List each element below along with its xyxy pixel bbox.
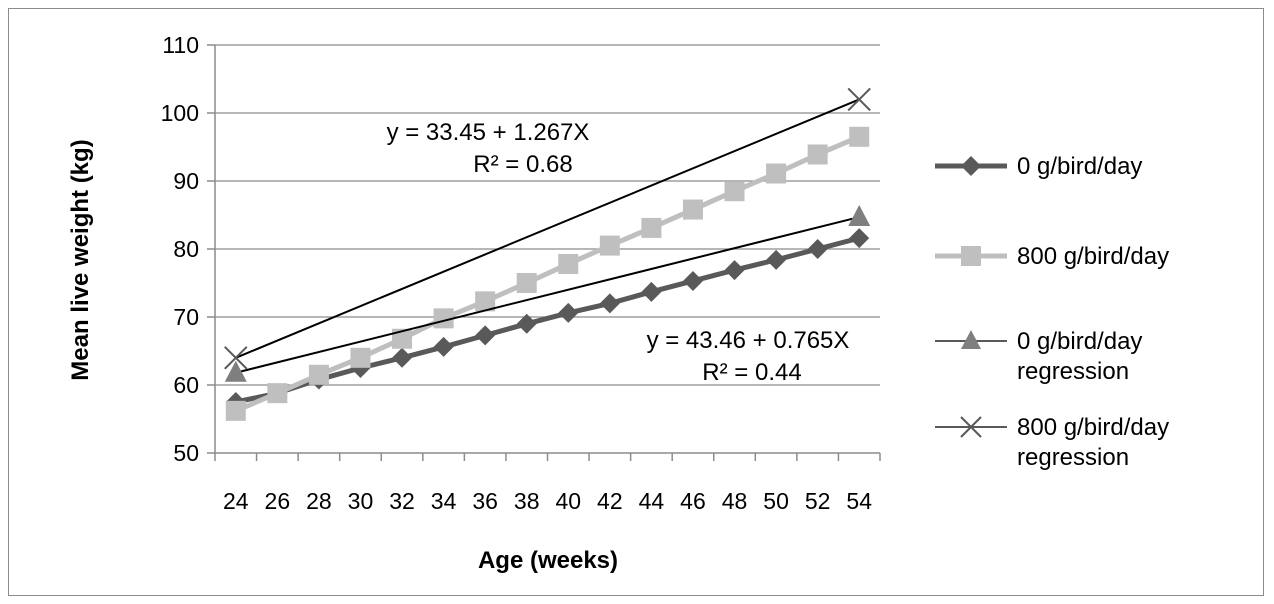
series-1 [225, 126, 870, 421]
x-tick-labels: 24 26 28 30 32 34 36 38 40 42 44 46 48 50 52 54 [223, 488, 872, 514]
data-point [849, 126, 870, 147]
series-3 [224, 87, 871, 370]
data-point [807, 144, 828, 165]
data-point [475, 325, 496, 346]
y-tick-label: 110 [162, 32, 199, 58]
y-tick-label: 50 [173, 440, 199, 466]
data-point [516, 313, 537, 334]
x-tick-label: 28 [306, 488, 332, 514]
data-point [849, 228, 870, 249]
x-tick-label: 30 [348, 488, 374, 514]
data-point [392, 347, 413, 368]
regression-line [235, 216, 860, 374]
y-axis-title: Mean live weight (kg) [67, 139, 94, 380]
regression-endpoint [847, 87, 871, 112]
regression-endpoint [848, 205, 871, 227]
legend-label: regression [1017, 444, 1129, 471]
legend-entry-3: 800 g/bird/day regression [935, 414, 1169, 471]
axes [207, 44, 881, 461]
legend-label: 0 g/bird/day [1017, 153, 1142, 180]
data-point [682, 199, 703, 220]
data-point [641, 217, 662, 238]
x-tick-label: 52 [805, 488, 831, 514]
legend-entry-0: 0 g/bird/day [935, 153, 1142, 180]
x-tick-label: 50 [763, 488, 789, 514]
data-point [392, 328, 413, 349]
legend: 0 g/bird/day 800 g/bird/day 0 g/bird/day re… [935, 153, 1169, 471]
regression-line [235, 98, 860, 359]
data-point [267, 383, 288, 404]
y-tick-labels: 50 60 70 80 90 100 110 [161, 32, 199, 466]
x-tick-label: 42 [597, 488, 623, 514]
data-point [433, 308, 454, 329]
x-tick-label: 46 [680, 488, 706, 514]
data-point [682, 270, 703, 291]
legend-marker [961, 156, 981, 176]
data-point [225, 400, 246, 421]
data-point [641, 281, 662, 302]
legend-marker [960, 416, 982, 438]
annotation-800-regression: y = 33.45 + 1.267X R² = 0.68 [387, 119, 590, 178]
data-point [516, 273, 537, 293]
x-tick-label: 48 [722, 488, 748, 514]
y-tick-label: 90 [173, 168, 199, 194]
data-point [599, 235, 620, 256]
data-point [724, 260, 745, 281]
legend-marker [961, 330, 981, 349]
data-point [724, 181, 745, 202]
chart-frame [8, 8, 1264, 596]
data-point [599, 293, 620, 314]
y-tick-label: 70 [173, 304, 199, 330]
data-point [475, 291, 496, 312]
regression-endpoint [224, 360, 247, 382]
y-tick-label: 100 [161, 100, 199, 126]
legend-entry-1: 800 g/bird/day [935, 243, 1169, 270]
legend-label: regression [1017, 358, 1129, 385]
y-tick-label: 80 [173, 236, 199, 262]
data-point [766, 249, 787, 270]
x-tick-label: 24 [223, 488, 249, 514]
legend-entry-2: 0 g/bird/day regression [935, 328, 1142, 385]
x-axis-title: Age (weeks) [478, 547, 618, 574]
y-tick-label: 60 [173, 372, 199, 398]
legend-marker [961, 246, 981, 266]
legend-label: 800 g/bird/day [1017, 414, 1169, 441]
x-tick-label: 44 [639, 488, 665, 514]
x-tick-label: 32 [389, 488, 415, 514]
data-point [433, 336, 454, 357]
x-tick-label: 36 [472, 488, 498, 514]
x-tick-label: 40 [555, 488, 581, 514]
series-line [234, 134, 861, 414]
annotation-r-squared: R² = 0.44 [702, 359, 801, 386]
series-2 [224, 205, 871, 382]
x-tick-label: 38 [514, 488, 540, 514]
data-point [350, 347, 371, 368]
data-point [558, 253, 579, 274]
annotation-equation: y = 43.46 + 0.765X [647, 327, 850, 354]
x-tick-label: 34 [431, 488, 457, 514]
regression-endpoint [224, 346, 248, 370]
annotation-equation: y = 33.45 + 1.267X [387, 119, 590, 146]
legend-label: 800 g/bird/day [1017, 243, 1169, 270]
data-point [807, 239, 828, 259]
annotation-r-squared: R² = 0.68 [473, 151, 572, 178]
x-tick-label: 54 [846, 488, 872, 514]
data-point [766, 163, 787, 184]
x-tick-label: 26 [265, 488, 291, 514]
series-line [235, 235, 860, 405]
series-group [224, 87, 871, 421]
data-point [558, 302, 579, 323]
data-point [308, 364, 329, 385]
legend-label: 0 g/bird/day [1017, 328, 1142, 355]
annotation-0-regression: y = 43.46 + 0.765X R² = 0.44 [647, 327, 850, 386]
